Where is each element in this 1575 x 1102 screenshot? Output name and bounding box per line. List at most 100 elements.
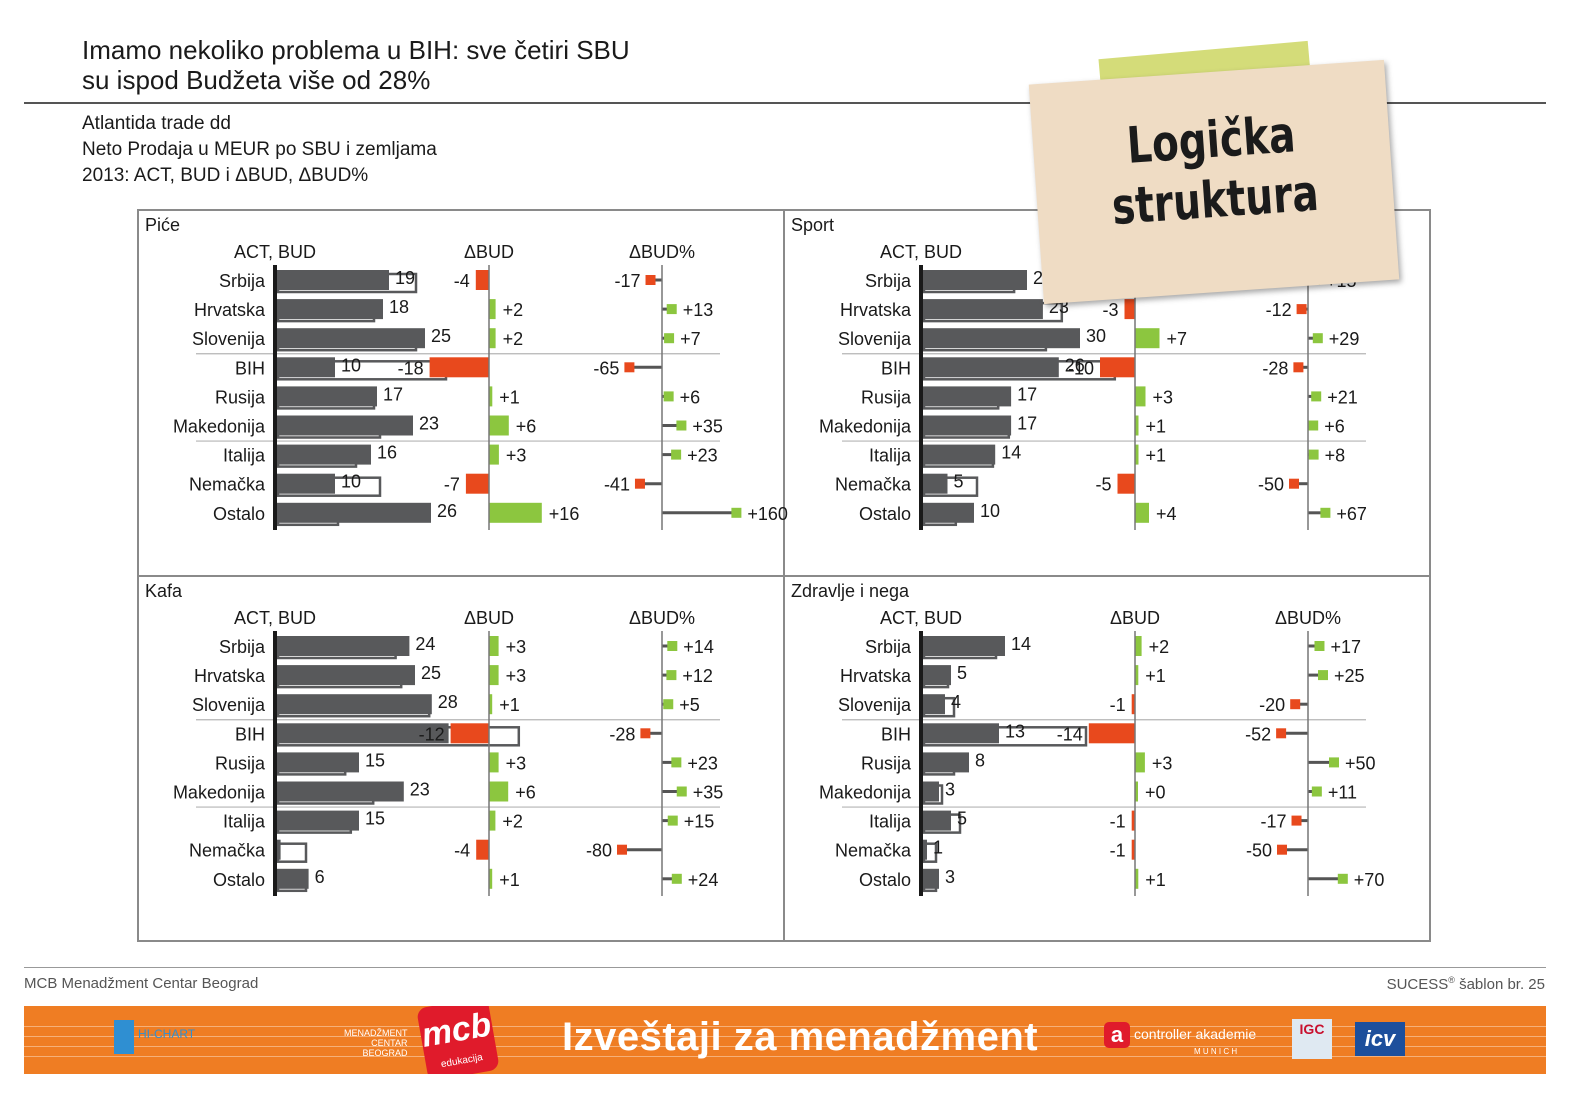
dbud-bar [489,694,493,715]
act-value-label: 13 [1005,721,1025,741]
dbud-bar [489,502,542,523]
category-label: Rusija [861,387,912,407]
dbud-pct-value-label: -80 [586,841,612,861]
dbud-pct-value-label: +23 [687,446,718,466]
act-bar [921,328,1080,349]
act-bar [921,636,1005,656]
act-bar [921,386,1012,407]
act-bar [921,415,1012,436]
mcb-logo-sub: edukacija [440,1052,484,1071]
category-label: BIH [235,358,265,378]
dbud-pct-value-label: +8 [1325,446,1346,466]
dbud-pct-marker [645,275,656,285]
controller-akademie-logo-text: controller akademie [1134,1026,1257,1042]
dbud-pct-value-label: -50 [1246,841,1272,861]
panel-title: Zdravlje i nega [791,581,910,601]
dbud-pct-marker [1311,786,1322,797]
subtitle-measure: Neto Prodaja u MEUR po SBU i zemljama [82,139,437,160]
act-value-label: 14 [1011,634,1031,654]
dbud-pct-value-label: -28 [609,724,635,744]
panel-title: Kafa [145,581,183,601]
footer-organization: MCB Menadžment Centar Beograd [24,975,259,992]
category-label: Makedonija [819,417,912,437]
category-label: Italija [869,446,912,466]
hichart-logo-icon [114,1020,134,1054]
act-value-label: 4 [951,692,961,712]
dbud-value-label: +3 [506,753,527,773]
dbud-bar [1131,839,1135,860]
act-bar [921,752,969,773]
dbud-bar [1135,502,1149,523]
dbud-bar [489,444,499,465]
footer-template-number: SUCESS® šablon br. 25 [1387,975,1545,993]
controller-akademie-icon: a [1104,1022,1130,1048]
dbud-bar [489,415,509,436]
mcb-caption-line-3: BEOGRAD [362,1048,408,1058]
dbud-pct-marker [1311,391,1322,402]
column-header-dbud-pct: ΔBUD% [629,608,695,628]
mcb-logo-caption: MENADŽMENT CENTAR BEOGRAD [344,1028,408,1058]
dbud-bar [1088,723,1135,744]
dbud-value-label: +1 [499,387,520,407]
dbud-value-label: +3 [1153,387,1174,407]
dbud-value-label: +1 [499,695,520,715]
mcb-logo-text: mcb [418,1006,495,1055]
dbud-value-label: +2 [1149,637,1170,657]
igc-logo: IGC [1292,1019,1332,1059]
act-value-label: 5 [954,472,964,492]
dbud-pct-value-label: -20 [1259,695,1285,715]
category-label: Slovenija [192,695,266,715]
category-label: Slovenija [192,329,266,349]
act-bar [921,810,951,831]
dbud-pct-marker [671,449,682,460]
act-bar [275,328,425,349]
panel-title: Sport [791,215,834,235]
category-label: Hrvatska [840,300,912,320]
dbud-pct-value-label: +14 [683,637,714,657]
act-value-label: 24 [415,634,435,654]
dbud-pct-marker [1337,873,1348,884]
dbud-pct-marker [1308,449,1319,460]
dbud-bar [1135,444,1139,465]
dbud-value-label: +4 [1156,504,1177,524]
page-title-line-2: su ispod Budžeta više od 28% [82,65,431,95]
act-bar [275,415,413,436]
act-value-label: 15 [365,750,385,770]
dbud-bar [476,839,489,860]
act-value-label: 25 [431,326,451,346]
footer-template-text: šablon br. 25 [1454,976,1545,993]
act-bar [275,473,335,494]
act-value-label: 19 [395,268,415,288]
dbud-pct-marker [667,641,678,651]
dbud-bar [1135,636,1142,656]
act-bar [921,665,951,686]
column-header-dbud-pct: ΔBUD% [1275,608,1341,628]
column-header-act-bud: ACT, BUD [234,242,316,262]
banner-stripe [24,1046,1546,1047]
dbud-pct-value-label: +25 [1334,666,1365,686]
dbud-pct-marker [1308,420,1319,431]
category-label: Srbija [865,637,912,657]
act-bar [275,781,404,802]
dbud-pct-marker [671,757,682,768]
dbud-value-label: +2 [503,300,524,320]
act-value-label: 16 [377,443,397,463]
dbud-pct-value-label: +11 [1328,783,1357,803]
act-bar [275,665,415,686]
act-bar [275,502,431,523]
dbud-value-label: -4 [454,271,470,291]
act-bar [275,357,335,378]
subtitle-period: 2013: ACT, BUD i ΔBUD, ΔBUD% [82,165,369,186]
dbud-bar [1100,357,1135,378]
category-label: BIH [881,724,911,744]
subtitle-company: Atlantida trade dd [82,113,231,134]
dbud-pct-value-label: -12 [1266,300,1292,320]
dbud-bar [1135,868,1139,889]
category-label: Nemačka [835,475,912,495]
dbud-value-label: +6 [515,783,536,803]
dbud-value-label: +3 [506,637,527,657]
act-bar [275,444,371,465]
act-bar [275,868,309,889]
dbud-pct-marker [667,815,678,826]
